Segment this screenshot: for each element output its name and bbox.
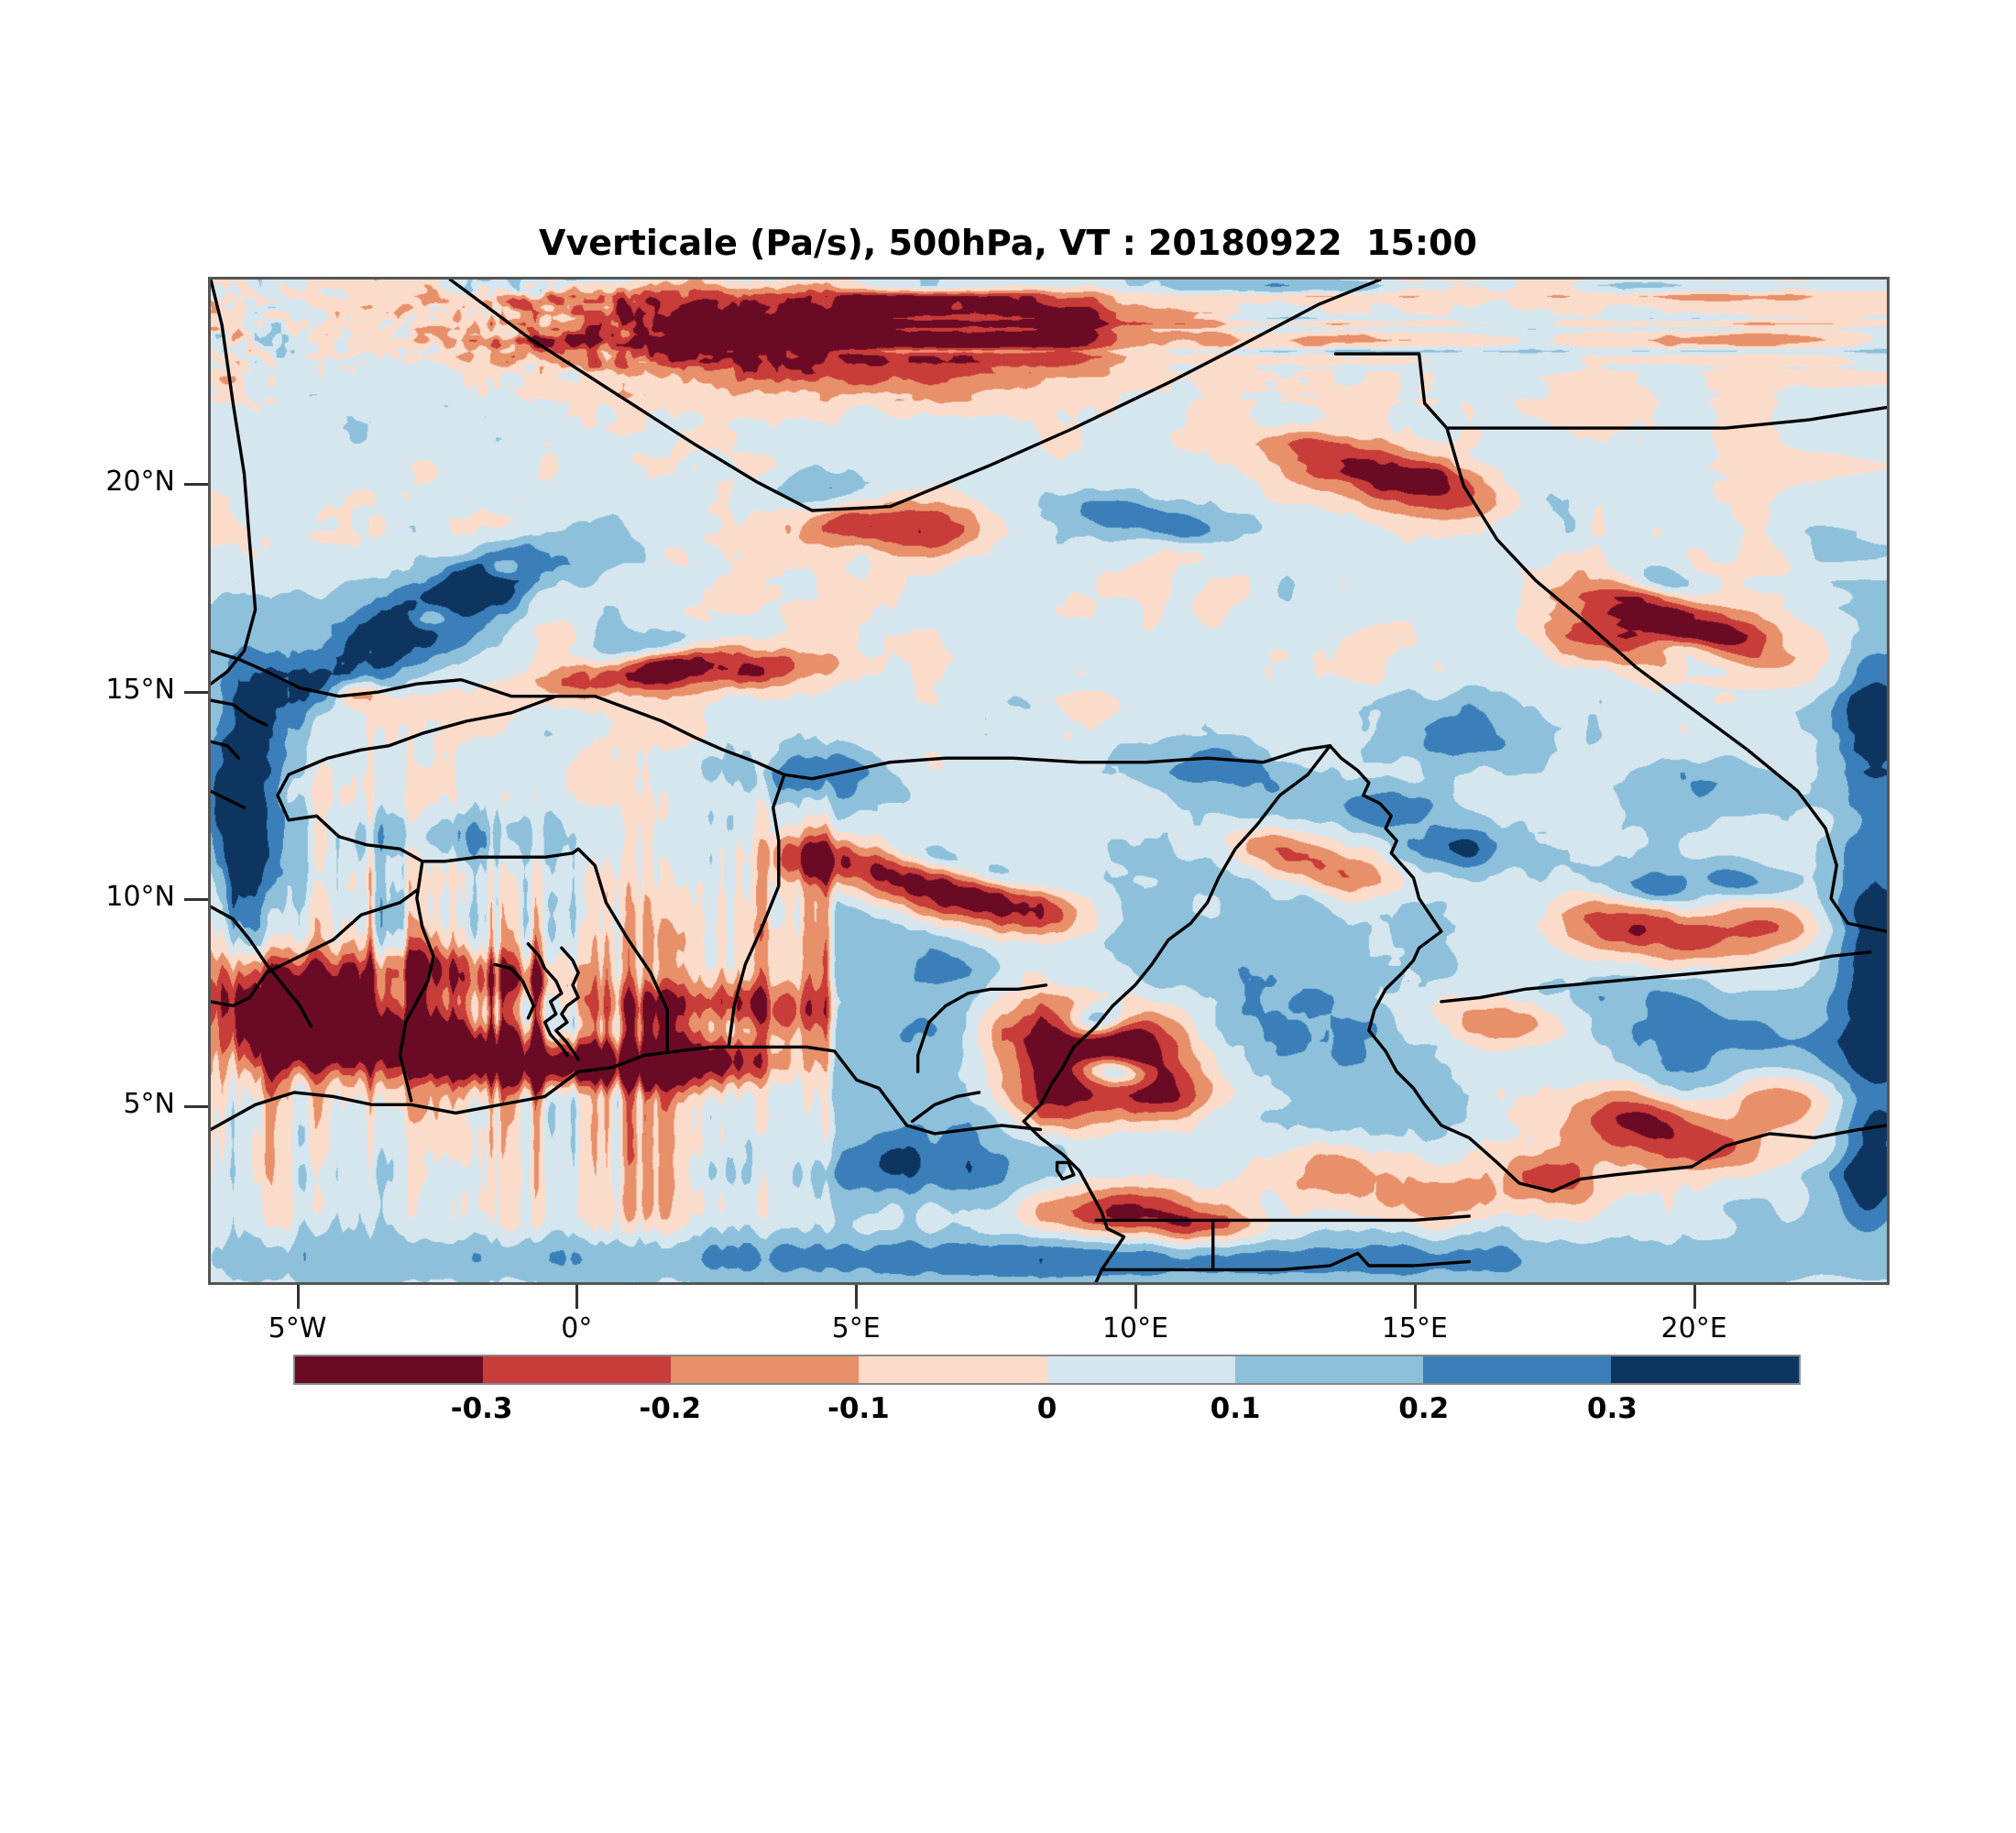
country-border-line <box>211 698 268 727</box>
country-border-line <box>1211 1251 1471 1272</box>
x-tick-mark <box>296 1285 300 1309</box>
x-tick-mark <box>1413 1285 1417 1309</box>
colorbar-band-minus-0.1-to-0 <box>859 1356 1047 1383</box>
colorbar-band-gt-0.3 <box>1610 1356 1799 1383</box>
country-border-line <box>910 1091 981 1124</box>
y-tick-mark <box>184 898 208 901</box>
country-border-line <box>1333 352 1887 430</box>
country-border-line <box>915 1020 931 1074</box>
colorbar-band-minus-0.3-to-minus-0.2 <box>483 1356 672 1383</box>
country-border-line <box>727 773 786 1049</box>
colorbar-band-0.2-to-0.3 <box>1422 1356 1611 1383</box>
colorbar-label: 0 <box>1036 1392 1057 1425</box>
colorbar-band-0-to-0.1 <box>1046 1356 1235 1383</box>
x-tick-mark <box>1134 1285 1137 1309</box>
country-border-line <box>211 789 247 809</box>
x-tick-label: 5°W <box>268 1312 327 1345</box>
country-border-line <box>1328 744 1693 1193</box>
country-border-line <box>1211 1214 1471 1223</box>
y-tick-label: 5°N <box>123 1088 175 1121</box>
colorbar-label: 0.3 <box>1586 1392 1638 1425</box>
country-border-line <box>276 695 558 863</box>
country-border-line <box>593 695 1332 781</box>
country-border-line <box>398 860 435 1103</box>
colorbar-label: -0.3 <box>450 1392 513 1425</box>
country-border-line <box>1055 1160 1076 1181</box>
x-tick-label: 0° <box>561 1312 593 1345</box>
colorbar-band-0.1-to-0.2 <box>1234 1356 1423 1383</box>
country-border-line <box>927 983 1048 1025</box>
country-border-line <box>421 851 575 863</box>
x-tick-mark <box>575 1285 579 1309</box>
y-tick-label: 20°N <box>105 466 175 499</box>
map-plot-area <box>208 277 1890 1285</box>
country-border-line <box>526 942 569 1058</box>
colorbar-label: 0.1 <box>1210 1392 1261 1425</box>
x-tick-label: 15°E <box>1381 1312 1448 1345</box>
colorbar-label: -0.2 <box>639 1392 702 1425</box>
y-tick-mark <box>184 690 208 694</box>
y-tick-mark <box>184 483 208 487</box>
x-tick-mark <box>855 1285 859 1309</box>
country-border-line <box>211 1045 1043 1136</box>
x-tick-mark <box>1693 1285 1696 1309</box>
colorbar-band-minus-0.2-to-minus-0.1 <box>671 1356 860 1383</box>
country-border-line <box>211 888 419 1008</box>
country-border-line <box>554 946 580 1061</box>
country-border-line <box>1440 950 1872 1004</box>
x-tick-label: 10°E <box>1101 1312 1169 1345</box>
country-border-line <box>1094 1218 1215 1272</box>
y-tick-label: 15°N <box>105 673 175 706</box>
country-border-line <box>211 740 241 760</box>
colorbar-label: -0.1 <box>827 1392 890 1425</box>
x-tick-label: 20°E <box>1660 1312 1727 1345</box>
x-tick-label: 5°E <box>831 1312 881 1345</box>
colorbar-band-lt-minus-0.3 <box>295 1356 484 1383</box>
y-tick-mark <box>184 1105 208 1109</box>
country-border-line <box>211 649 597 698</box>
country-border-line <box>448 280 1382 512</box>
country-border-line <box>1445 426 1887 933</box>
chart-title: Vverticale (Pa/s), 500hPa, VT : 20180922… <box>539 223 1477 263</box>
vertical-velocity-field <box>211 280 1887 1282</box>
country-border-line <box>211 280 257 686</box>
country-border-line <box>211 905 313 1028</box>
colorbar-label: 0.2 <box>1398 1392 1450 1425</box>
country-border-line <box>571 847 669 1053</box>
y-tick-label: 10°N <box>105 881 175 913</box>
country-border-line <box>1022 744 1332 1282</box>
country-border-line <box>1690 1124 1887 1169</box>
country-borders-overlay <box>211 280 1887 1282</box>
country-border-line <box>493 962 536 1020</box>
colorbar <box>293 1355 1801 1385</box>
